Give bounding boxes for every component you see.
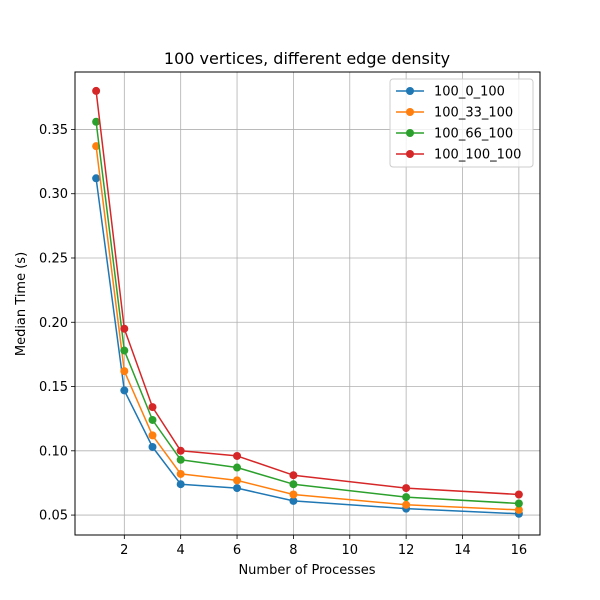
data-point — [148, 403, 157, 412]
data-point — [289, 490, 298, 499]
legend-box — [389, 78, 534, 168]
series-100_0_100 — [92, 174, 523, 518]
y-tick-label: 0.30 — [39, 187, 68, 202]
x-tick-label: 6 — [233, 543, 241, 558]
series-layer — [92, 86, 523, 518]
data-point — [289, 480, 298, 489]
data-point — [92, 86, 101, 95]
x-axis-label: Number of Processes — [238, 563, 375, 578]
x-tick-label: 14 — [454, 543, 471, 558]
series-line-100_0_100 — [95, 178, 519, 515]
series-100_100_100 — [92, 86, 523, 499]
x-tick-label: 16 — [511, 543, 528, 558]
chart-title: 100 vertices, different edge density — [164, 49, 450, 68]
data-point — [514, 499, 523, 508]
data-point — [514, 490, 523, 499]
series-line-100_33_100 — [95, 146, 519, 511]
legend-label: 100_66_100 — [434, 127, 513, 142]
data-point — [402, 500, 411, 509]
x-tick-label: 2 — [120, 543, 128, 558]
legend: 100_0_100 100_33_100 100_66_100 100_100_100 — [389, 78, 534, 168]
series-100_33_100 — [92, 142, 523, 514]
y-tick-label: 0.25 — [39, 251, 68, 266]
data-point — [120, 367, 129, 376]
y-tick-label: 0.10 — [39, 444, 68, 459]
data-point — [176, 469, 185, 478]
data-point — [233, 463, 242, 472]
series-line-100_100_100 — [95, 90, 519, 496]
legend-marker — [406, 129, 414, 137]
y-tick-label: 0.35 — [39, 123, 68, 138]
data-point — [402, 493, 411, 502]
y-axis-label: Median Time (s) — [14, 252, 29, 356]
data-point — [148, 415, 157, 424]
data-point — [514, 505, 523, 514]
y-tick-label: 0.15 — [39, 380, 68, 395]
data-point — [120, 324, 129, 333]
x-axis-ticks: 2 4 6 8 10 12 14 16 — [120, 535, 527, 558]
data-point — [148, 431, 157, 440]
data-point — [233, 451, 242, 460]
data-point — [176, 480, 185, 489]
data-point — [92, 117, 101, 126]
legend-marker — [406, 108, 414, 116]
legend-label: 100_100_100 — [434, 148, 521, 163]
data-point — [289, 471, 298, 480]
legend-marker — [406, 87, 414, 95]
y-tick-label: 0.05 — [39, 509, 68, 524]
x-tick-label: 10 — [341, 543, 358, 558]
legend-label: 100_0_100 — [434, 85, 505, 100]
x-tick-label: 12 — [398, 543, 415, 558]
y-tick-label: 0.20 — [39, 316, 68, 331]
data-point — [92, 174, 101, 183]
data-point — [176, 455, 185, 464]
data-point — [148, 442, 157, 451]
data-point — [402, 484, 411, 493]
data-point — [233, 476, 242, 485]
legend-label: 100_33_100 — [434, 106, 513, 121]
data-point — [120, 386, 129, 395]
data-point — [176, 446, 185, 455]
series-line-100_66_100 — [95, 121, 519, 505]
data-point — [289, 496, 298, 505]
plot-frame — [74, 71, 541, 536]
x-tick-label: 8 — [289, 543, 297, 558]
x-tick-label: 4 — [177, 543, 185, 558]
series-100_66_100 — [92, 117, 523, 508]
legend-marker — [406, 150, 414, 158]
data-point — [233, 484, 242, 493]
y-axis-ticks: 0.05 0.10 0.15 0.20 0.25 0.30 0.35 — [39, 123, 75, 524]
data-point — [120, 346, 129, 355]
